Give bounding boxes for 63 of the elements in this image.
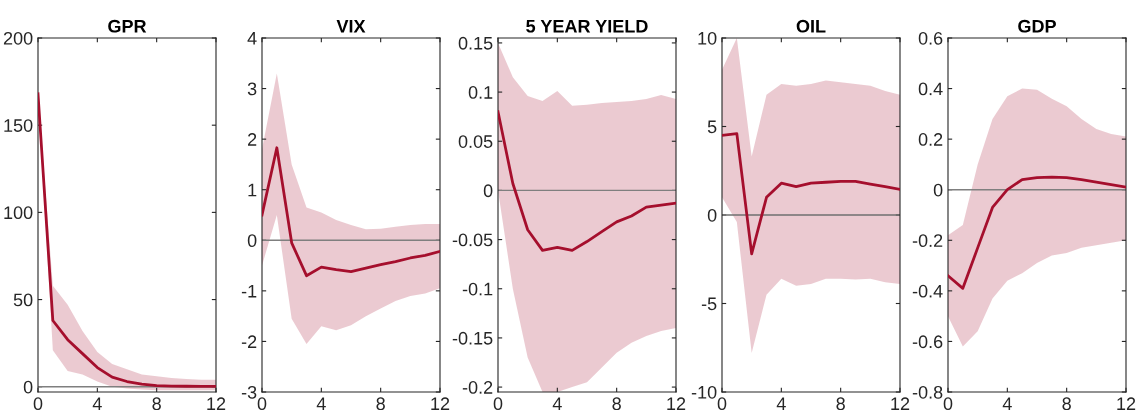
y-tick-label: 0.1 [468,86,493,99]
y-tick-label: 150 [4,119,33,132]
line-series [948,175,1126,290]
x-tick-label: 4 [92,397,102,410]
y-tick-label: 0 [707,208,717,222]
y-tick-label: 3 [247,82,257,96]
y-tick-label: 200 [3,31,33,45]
y-tick-label: -0.2 [462,381,493,394]
x-tick-label: 12 [431,397,450,410]
y-tick-label: 10 [698,31,717,45]
y-tick-label: 2 [248,133,257,146]
chart-title: GDP [1018,19,1056,33]
y-tick-label: 0.05 [458,135,493,148]
line-series [262,146,440,278]
y-tick-label: 0.6 [918,31,943,45]
x-tick-label: 8 [612,397,621,411]
x-tick-label: 8 [152,397,161,411]
y-tick-label: -0.8 [912,385,943,399]
x-tick-label: 4 [776,397,786,410]
y-tick-label: 0 [483,184,493,198]
y-tick-label: 100 [4,206,33,220]
x-tick-label: 4 [1002,397,1012,410]
x-tick-label: 8 [836,397,845,411]
line-series [498,110,676,252]
line-series [722,132,900,256]
y-tick-label: 0 [933,183,943,197]
y-tick-label: 5 [707,120,717,134]
x-tick-label: 8 [1062,397,1071,411]
x-tick-label: 0 [33,397,43,411]
y-tick-label: 4 [247,32,257,45]
y-tick-label: -0.4 [912,284,943,298]
chart-title: VIX [336,20,366,33]
chart-title: 5 YEAR YIELD [526,20,648,33]
y-tick-label: -0.2 [912,234,943,248]
y-tick-label: -0.15 [452,331,493,345]
chart-title: OIL [796,19,826,33]
x-tick-label: 0 [943,397,953,411]
x-tick-label: 12 [667,397,686,410]
x-tick-label: 12 [891,397,910,410]
x-tick-label: 8 [376,397,385,411]
y-tick-label: -0.1 [462,282,493,296]
chart-title: GPR [108,19,147,33]
x-tick-label: 0 [717,397,727,411]
y-tick-label: -0.05 [452,233,493,247]
y-tick-label: 0.15 [458,36,493,50]
y-tick-label: -10 [691,385,717,399]
y-tick-label: -0.6 [912,335,943,349]
y-tick-label: -1 [241,284,257,298]
y-tick-label: 1 [248,183,257,197]
x-tick-label: 4 [316,397,326,410]
y-tick-label: 0.4 [918,82,943,96]
x-tick-label: 0 [257,397,267,411]
y-tick-label: -5 [701,297,717,311]
x-tick-label: 12 [1117,397,1136,410]
y-tick-label: 0 [247,234,257,248]
y-tick-label: -2 [241,335,257,348]
y-tick-label: -3 [241,385,257,399]
y-tick-label: 0.2 [918,133,943,146]
y-tick-label: 0 [23,380,33,394]
y-tick-label: 50 [13,293,33,307]
x-tick-label: 0 [493,397,503,411]
x-tick-label: 4 [552,397,562,410]
x-tick-label: 12 [207,397,226,410]
